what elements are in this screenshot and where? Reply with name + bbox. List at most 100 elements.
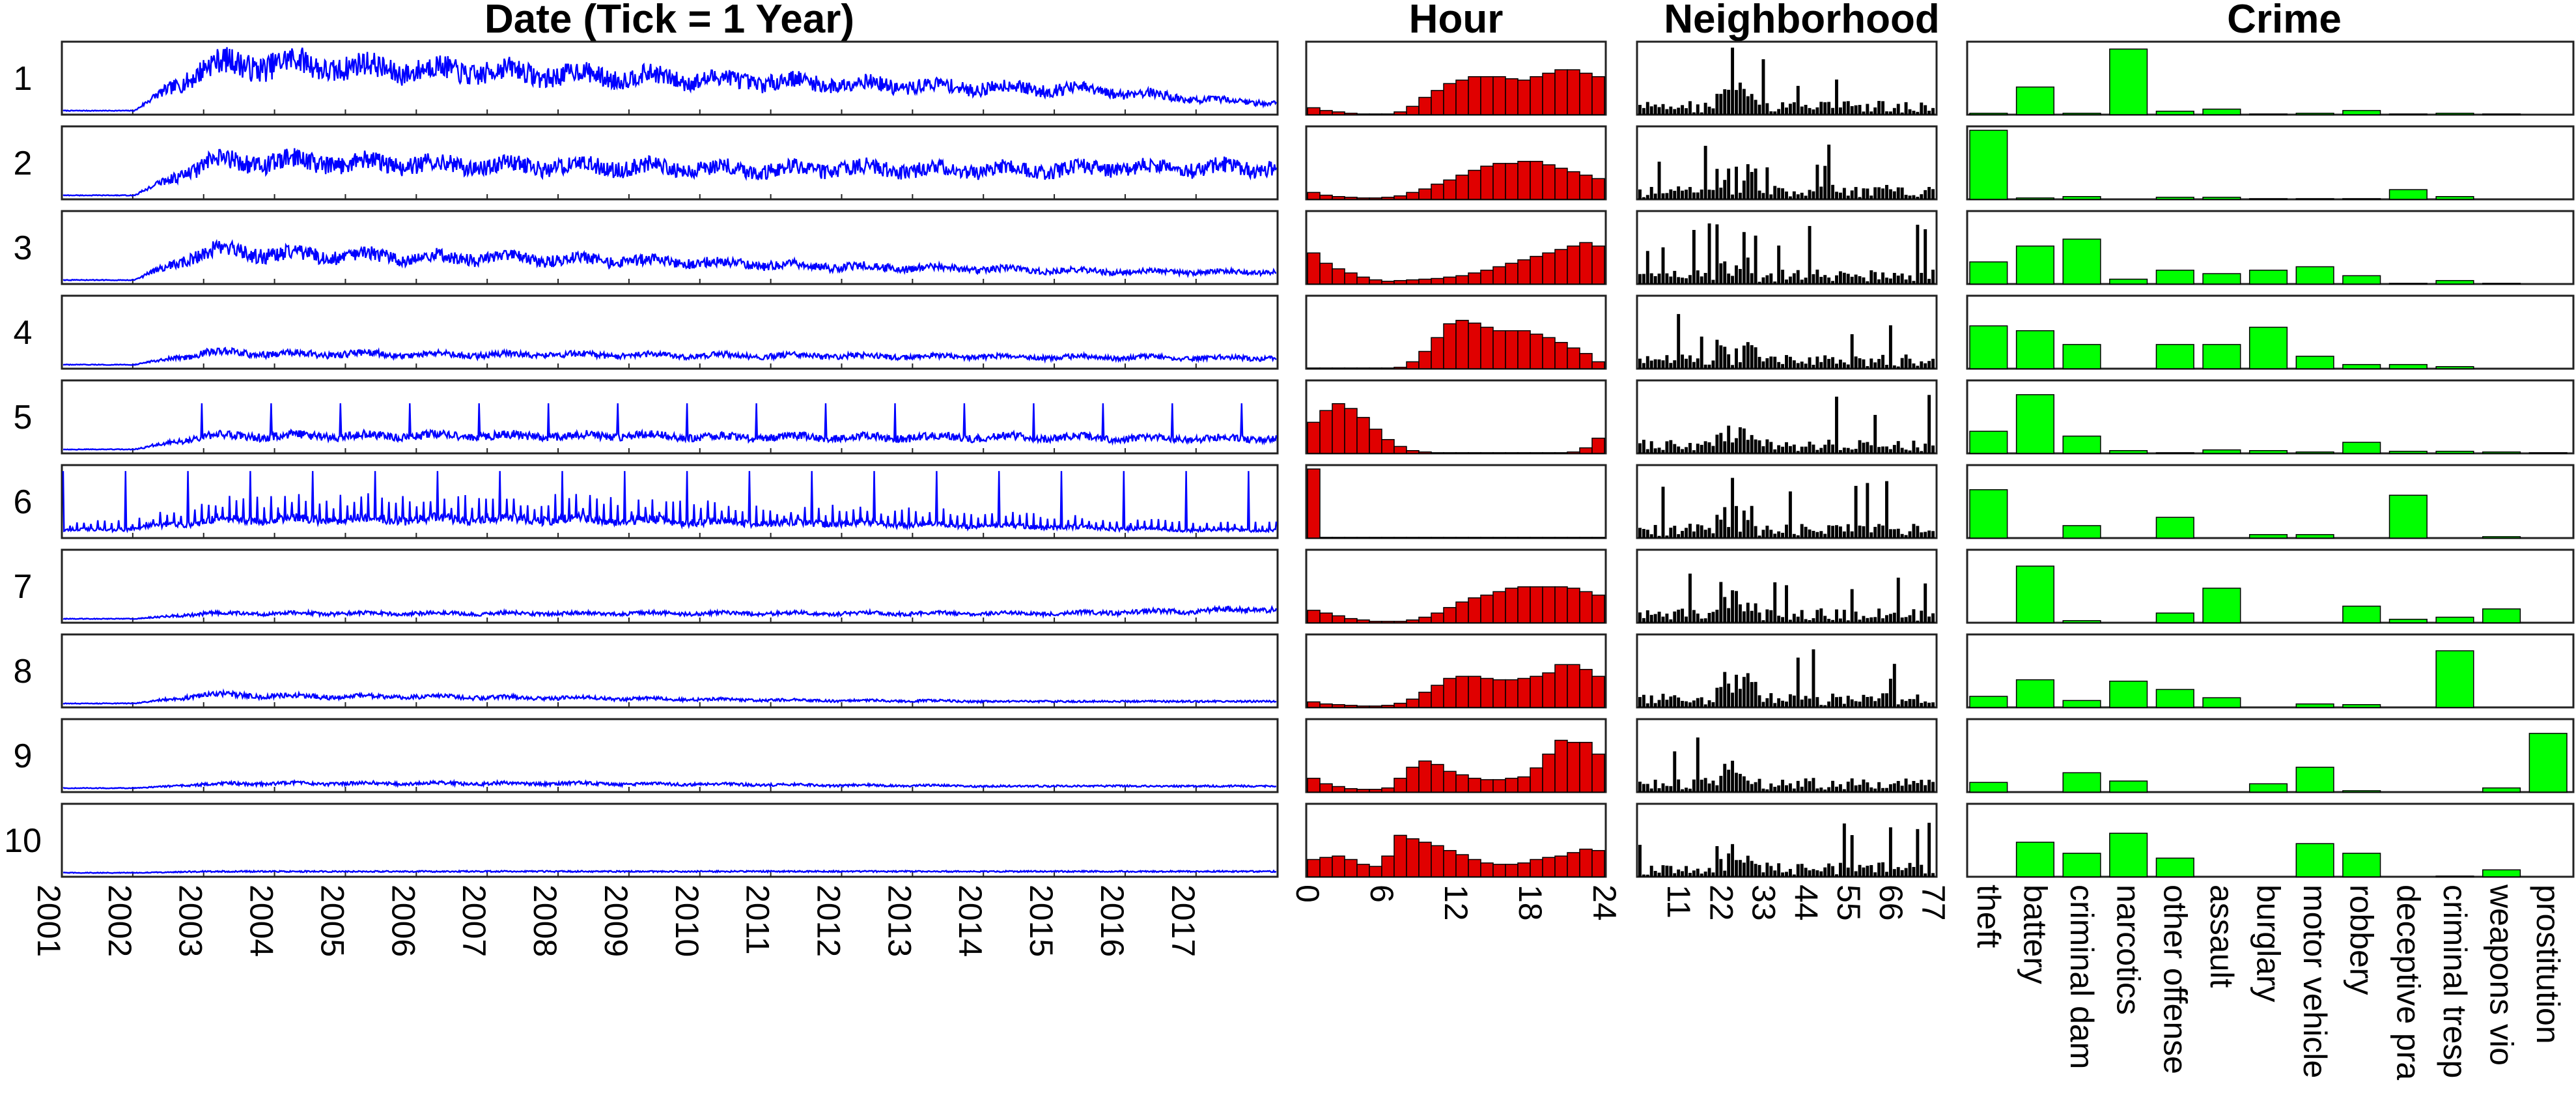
date-tick-label: 2004 — [244, 885, 280, 957]
neighborhood-bar — [1792, 102, 1796, 115]
neighborhood-bar — [1869, 358, 1873, 369]
date-tick-label: 2014 — [952, 885, 988, 957]
hour-bar — [1455, 774, 1469, 793]
neighborhood-bar — [1711, 360, 1715, 369]
neighborhood-bar — [1723, 597, 1727, 623]
hour-bar — [1418, 842, 1432, 877]
neighborhood-bar — [1677, 107, 1681, 115]
neighborhood-bar — [1727, 273, 1731, 284]
neighborhood-bar — [1927, 823, 1931, 877]
neighborhood-bar — [1765, 275, 1769, 284]
neighborhood-bar — [1850, 778, 1854, 792]
crime-tick-label: criminal tresp — [2437, 885, 2473, 1078]
hour-bar — [1554, 167, 1568, 200]
neighborhood-bar — [1858, 358, 1862, 369]
neighborhood-bar — [1869, 532, 1873, 538]
neighborhood-bar — [1707, 868, 1711, 877]
neighborhood-bar — [1685, 866, 1688, 877]
neighborhood-bar — [1885, 111, 1888, 115]
hour-bar — [1542, 586, 1556, 623]
hour-bar — [1406, 450, 1420, 454]
crime-bar — [2109, 780, 2148, 793]
neighborhood-bar — [1769, 356, 1773, 369]
neighborhood-bar — [1738, 860, 1742, 877]
neighborhood-bar — [1835, 363, 1838, 369]
neighborhood-bar — [1785, 872, 1788, 877]
neighborhood-tick-label: 55 — [1830, 885, 1867, 921]
neighborhood-bar — [1750, 610, 1754, 623]
hour-panel-title: Hour — [1409, 0, 1504, 42]
neighborhood-bar — [1920, 864, 1924, 877]
neighborhood-bar — [1838, 449, 1842, 453]
hour-bar — [1344, 537, 1358, 539]
neighborhood-bar — [1819, 788, 1823, 792]
neighborhood-bar — [1757, 281, 1761, 284]
neighborhood-bar — [1769, 693, 1773, 707]
neighborhood-bar — [1642, 874, 1645, 877]
neighborhood-bar — [1785, 107, 1788, 115]
neighborhood-bar — [1645, 784, 1649, 792]
neighborhood-bar — [1846, 274, 1850, 284]
neighborhood-bar — [1888, 678, 1892, 707]
neighborhood-bar — [1735, 505, 1738, 538]
crime-bar — [2062, 196, 2101, 200]
neighborhood-bar — [1642, 274, 1645, 284]
neighborhood-bar — [1700, 189, 1703, 199]
hour-bar — [1530, 255, 1543, 285]
neighborhood-bar — [1850, 334, 1854, 369]
neighborhood-bar — [1688, 873, 1692, 877]
neighborhood-bar — [1796, 270, 1800, 284]
neighborhood-bar — [1761, 193, 1765, 199]
neighborhood-bar — [1642, 363, 1645, 369]
crime-bar — [2155, 689, 2194, 708]
neighborhood-bar — [1685, 616, 1688, 623]
hour-bar — [1517, 776, 1531, 793]
neighborhood-bar — [1761, 59, 1765, 115]
neighborhood-bar — [1796, 657, 1800, 707]
date-series-line — [63, 238, 1277, 281]
neighborhood-bar — [1916, 447, 1920, 453]
neighborhood-bar — [1750, 273, 1754, 284]
hour-bar — [1381, 621, 1395, 623]
neighborhood-bar — [1908, 450, 1912, 453]
neighborhood-bar — [1692, 870, 1696, 877]
hour-bar — [1492, 864, 1506, 877]
hour-bar — [1319, 263, 1333, 285]
neighborhood-bar — [1800, 524, 1804, 538]
neighborhood-bar — [1707, 612, 1711, 623]
crime-bar — [2342, 363, 2381, 369]
neighborhood-bar — [1681, 105, 1685, 115]
hour-bar — [1356, 197, 1370, 200]
hour-bar — [1418, 96, 1432, 115]
neighborhood-bar — [1916, 365, 1920, 369]
neighborhood-bar — [1785, 279, 1788, 284]
hour-bar — [1492, 266, 1506, 285]
neighborhood-bar — [1765, 358, 1769, 369]
neighborhood-bar — [1754, 347, 1757, 369]
neighborhood-bar — [1892, 869, 1896, 877]
neighborhood-bar — [1750, 94, 1754, 115]
neighborhood-bar — [1703, 704, 1707, 707]
neighborhood-bar — [1900, 699, 1904, 707]
hour-bar — [1393, 621, 1407, 623]
neighborhood-bar — [1781, 532, 1785, 538]
neighborhood-bar — [1742, 862, 1746, 877]
neighborhood-bar — [1927, 616, 1931, 623]
neighborhood-bar — [1707, 528, 1711, 538]
neighborhood-bar — [1731, 365, 1735, 369]
neighborhood-bar — [1866, 442, 1869, 453]
neighborhood-bar — [1869, 865, 1873, 877]
hour-bar — [1431, 277, 1444, 285]
crime-bar — [2109, 680, 2148, 708]
crime-tick-label: weapons vio — [2484, 884, 2520, 1066]
neighborhood-bar — [1854, 871, 1858, 877]
neighborhood-bar — [1645, 449, 1649, 453]
hour-bar — [1431, 685, 1444, 708]
neighborhood-bar — [1850, 106, 1854, 115]
neighborhood-bar — [1657, 274, 1661, 284]
hour-bar — [1579, 175, 1593, 200]
neighborhood-bar — [1761, 872, 1765, 877]
neighborhood-bar — [1685, 788, 1688, 792]
hour-bar — [1431, 90, 1444, 115]
hour-bar — [1530, 76, 1543, 115]
